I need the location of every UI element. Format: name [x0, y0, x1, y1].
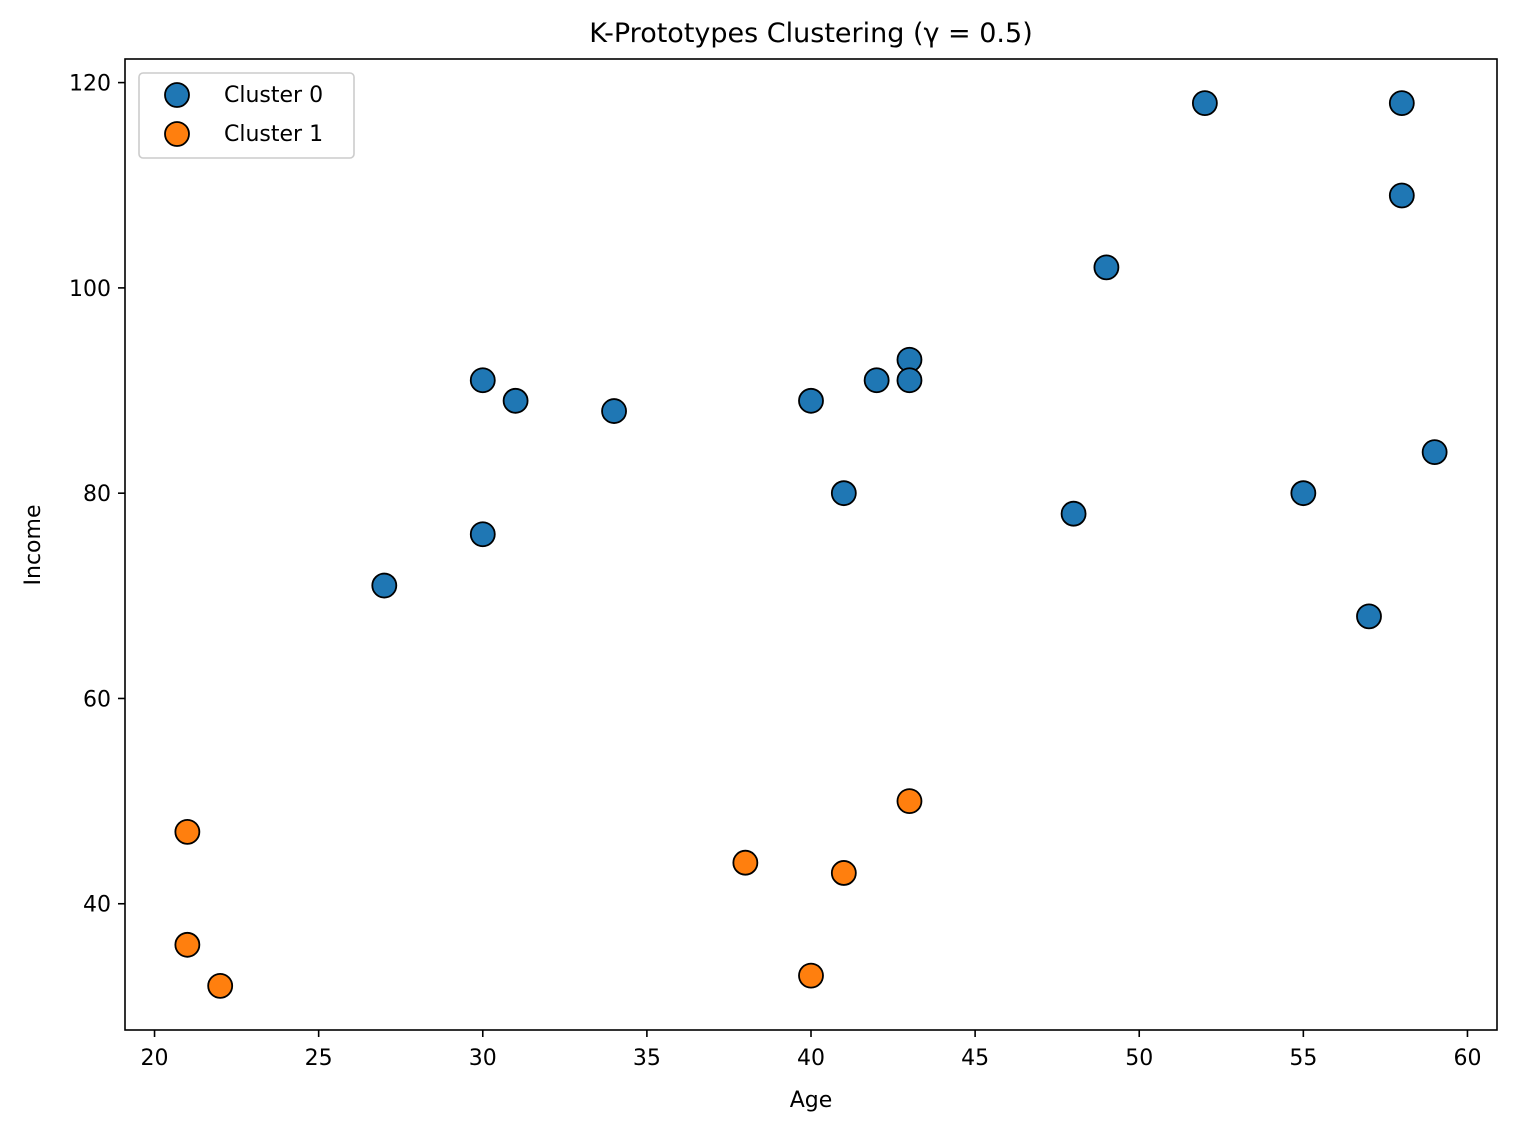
cluster-0-point [469, 521, 496, 548]
x-tick-label: 25 [305, 1046, 333, 1071]
x-tick-label: 20 [141, 1046, 169, 1071]
x-tick-label: 30 [469, 1046, 497, 1071]
x-tick-label: 45 [961, 1046, 989, 1071]
x-tick-label: 35 [633, 1046, 661, 1071]
cluster-0-point [863, 367, 890, 394]
legend-marker-cluster-1 [164, 121, 190, 147]
cluster-0-point [1191, 90, 1218, 117]
cluster-1-point [798, 962, 824, 989]
cluster-1-point [830, 860, 857, 886]
cluster-0-point [1388, 90, 1415, 117]
legend: Cluster 0 Cluster 1 [138, 72, 355, 159]
legend-box [138, 72, 355, 159]
x-tick-label: 55 [1289, 1046, 1317, 1071]
cluster-0-point [371, 572, 398, 599]
y-tick-label: 40 [83, 893, 111, 918]
x-tick-label: 50 [1125, 1046, 1153, 1071]
y-tick-label: 120 [69, 72, 111, 97]
legend-label-cluster-0: Cluster 0 [224, 83, 323, 108]
x-tick-label: 60 [1453, 1046, 1481, 1071]
cluster-0-point [798, 387, 824, 414]
cluster-0-point [1421, 439, 1448, 466]
cluster-0-point [830, 480, 857, 507]
points-layer [174, 90, 1448, 999]
cluster-1-point [207, 972, 234, 999]
cluster-0-point [1093, 254, 1120, 281]
y-tick-label: 100 [69, 277, 111, 302]
x-tick-label: 40 [797, 1046, 825, 1071]
plot-frame [124, 58, 1498, 1031]
cluster-0-point [896, 367, 923, 394]
cluster-1-point [174, 818, 201, 845]
cluster-0-point [1290, 480, 1317, 507]
ticks-layer: 20 25 30 35 40 45 50 55 60 40 60 80 100 120 [69, 72, 1481, 1071]
x-axis-label: Age [790, 1088, 833, 1113]
y-axis-label: Income [21, 505, 46, 586]
cluster-1-point [896, 788, 923, 815]
cluster-0-point [601, 398, 627, 424]
cluster-0-point [469, 367, 496, 394]
chart-title: K-Prototypes Clustering (γ = 0.5) [589, 18, 1032, 49]
legend-label-cluster-1: Cluster 1 [224, 122, 323, 147]
cluster-0-point [1060, 500, 1087, 527]
legend-marker-cluster-0 [164, 82, 190, 108]
y-tick-label: 80 [83, 482, 111, 507]
cluster-0-point [1356, 603, 1382, 630]
y-tick-label: 60 [83, 687, 111, 712]
cluster-1-point [732, 849, 759, 876]
cluster-0-point [502, 387, 529, 414]
cluster-1-point [174, 931, 201, 958]
cluster-0-point [1388, 182, 1415, 209]
